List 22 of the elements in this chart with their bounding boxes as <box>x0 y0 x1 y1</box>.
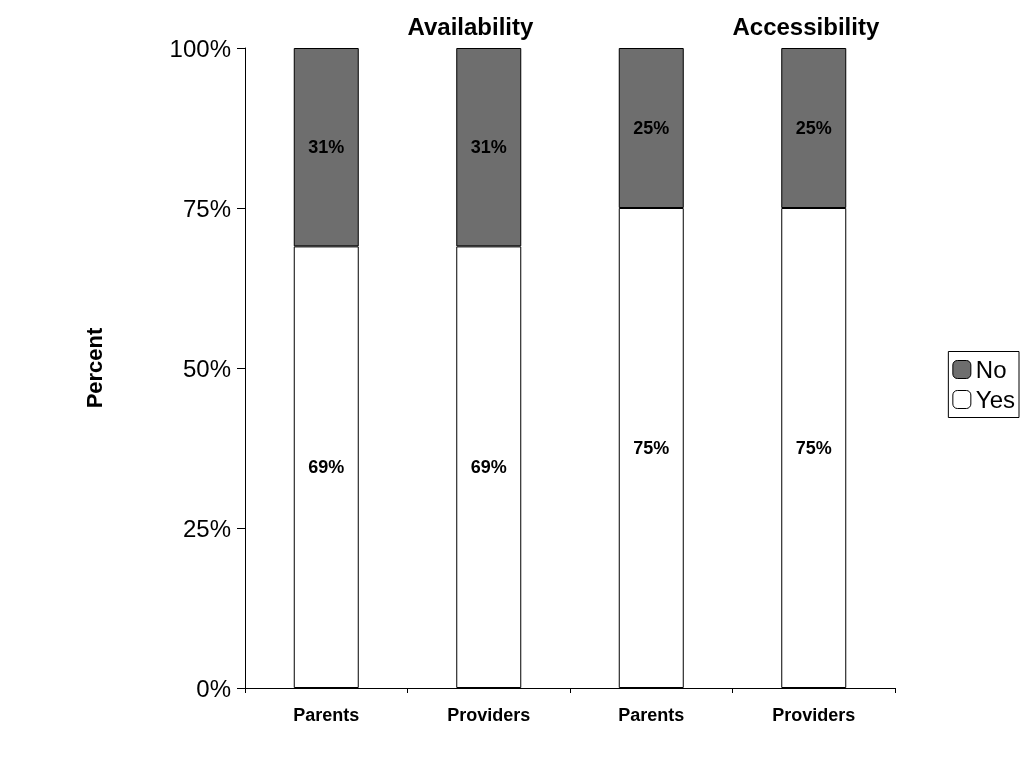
data-label: 31% <box>308 137 345 158</box>
data-label: 69% <box>470 457 507 478</box>
data-label: 75% <box>795 438 832 458</box>
y-tick-label: 0% <box>196 674 231 702</box>
x-tick-label: Providers <box>772 705 856 725</box>
y-tick-label: 100% <box>169 34 231 62</box>
y-tick-label: 50% <box>182 354 231 382</box>
data-label: 25% <box>633 118 670 138</box>
y-tick-label: 25% <box>182 514 231 542</box>
legend-label: No <box>975 356 1007 383</box>
legend-label: Yes <box>975 386 1015 413</box>
x-tick-label: Providers <box>447 705 531 725</box>
data-label: 75% <box>633 438 670 458</box>
data-label: 69% <box>308 457 345 478</box>
x-tick-label: Parents <box>618 705 685 725</box>
text: Availability <box>407 12 534 40</box>
y-tick-label: 75% <box>182 194 231 222</box>
text: Accessibility <box>732 12 880 40</box>
y-axis-title: Percent <box>81 326 107 409</box>
x-tick-label: Parents <box>293 705 360 725</box>
data-label: 25% <box>795 118 832 138</box>
data-label: 31% <box>470 137 507 158</box>
